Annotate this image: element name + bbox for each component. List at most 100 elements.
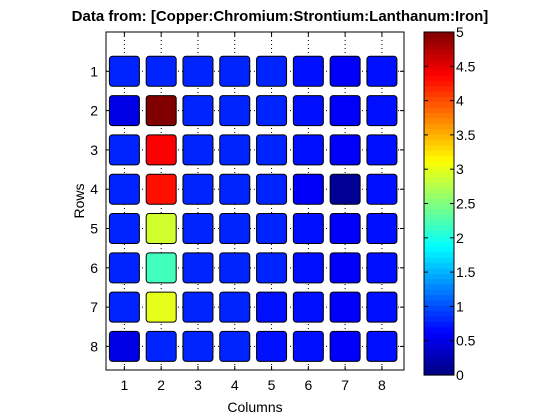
- colorbar-segment: [424, 37, 454, 44]
- colorbar-segment: [424, 241, 454, 247]
- heatmap-cell: [292, 95, 324, 127]
- heatmap-cell: [219, 291, 251, 323]
- colorbar-segment: [424, 160, 454, 167]
- colorbar-segment: [424, 262, 454, 269]
- heatmap-cell: [366, 55, 398, 87]
- y-axis-label: Rows: [71, 183, 87, 218]
- colorbar-tick-label: 2: [456, 230, 464, 246]
- y-tick-label: 7: [90, 299, 98, 315]
- x-tick-label: 1: [120, 377, 128, 393]
- colorbar-segment: [424, 246, 454, 253]
- heatmap-cell: [366, 291, 398, 323]
- heatmap-cell: [182, 95, 214, 127]
- colorbar-segment: [424, 310, 454, 317]
- heatmap-cell: [366, 134, 398, 166]
- colorbar-segment: [424, 214, 454, 221]
- colorbar-segment: [424, 80, 454, 87]
- heatmap-cell: [329, 55, 361, 87]
- heatmap-cell: [292, 173, 324, 205]
- colorbar-segment: [424, 224, 454, 231]
- colorbar-segment: [424, 112, 454, 119]
- heatmap-cell: [219, 330, 251, 362]
- heatmap-cell: [292, 213, 324, 245]
- x-tick-label: 5: [268, 377, 276, 393]
- colorbar-tick-label: 2.5: [456, 196, 476, 212]
- colorbar-segment: [424, 316, 454, 323]
- colorbar-segment: [424, 69, 454, 76]
- heatmap-cell: [366, 330, 398, 362]
- heatmap-cell: [219, 252, 251, 284]
- heatmap-cell: [108, 213, 140, 245]
- colorbar-segment: [424, 133, 454, 140]
- y-tick-label: 5: [90, 221, 98, 237]
- heatmap-cell: [145, 291, 177, 323]
- colorbar-segment: [424, 267, 454, 274]
- heatmap-cell: [292, 55, 324, 87]
- colorbar-segment: [424, 198, 454, 205]
- colorbar-segment: [424, 128, 454, 135]
- heatmap-cell: [256, 55, 288, 87]
- colorbar-tick-label: 1.5: [456, 264, 476, 280]
- colorbar-segment: [424, 192, 454, 199]
- colorbar-segment: [424, 273, 454, 280]
- heatmap-cell: [256, 291, 288, 323]
- heatmap-cell: [329, 95, 361, 127]
- heatmap-cell: [219, 95, 251, 127]
- colorbar-segment: [424, 348, 454, 355]
- heatmap-cell: [329, 134, 361, 166]
- colorbar-segment: [424, 326, 454, 333]
- heatmap-cell: [366, 173, 398, 205]
- colorbar-segment: [424, 278, 454, 285]
- colorbar-segment: [424, 171, 454, 178]
- colorbar-segment: [424, 342, 454, 349]
- colorbar-segment: [424, 58, 454, 65]
- x-axis-ticks: 1 2 3 4 5 6 7 8: [120, 32, 386, 393]
- colorbar-segment: [424, 123, 454, 130]
- heatmap-cell: [145, 95, 177, 127]
- colorbar-segment: [424, 96, 454, 103]
- colorbar-segment: [424, 165, 454, 172]
- chart-title: Data from: [Copper:Chromium:Strontium:La…: [72, 8, 489, 25]
- colorbar-ticks: 0 0.5 1 1.5 2 2.5 3 3.5 4 4.5 5: [424, 24, 476, 383]
- heatmap-cell: [219, 134, 251, 166]
- colorbar-tick-label: 4.5: [456, 58, 476, 74]
- colorbar-segment: [424, 230, 454, 237]
- colorbar-segment: [424, 48, 454, 55]
- heatmap-cell: [182, 134, 214, 166]
- heatmap-cell: [219, 173, 251, 205]
- heatmap-cell: [256, 330, 288, 362]
- colorbar-segment: [424, 90, 454, 97]
- y-tick-label: 8: [90, 338, 98, 354]
- heatmap-cell: [108, 95, 140, 127]
- heatmap-cell: [182, 213, 214, 245]
- colorbar-segment: [424, 353, 454, 360]
- heatmap-cell: [108, 173, 140, 205]
- colorbar-segment: [424, 332, 454, 339]
- colorbar-segment: [424, 257, 454, 264]
- colorbar-segment: [424, 364, 454, 371]
- y-tick-label: 3: [90, 142, 98, 158]
- heatmap-cell: [108, 330, 140, 362]
- heatmap-cell: [145, 173, 177, 205]
- x-tick-label: 6: [304, 377, 312, 393]
- heatmap-cell: [108, 134, 140, 166]
- heatmap-cell: [329, 252, 361, 284]
- y-axis-ticks: 1 2 3 4 5 6 7 8: [90, 63, 404, 354]
- heatmap-cell: [329, 213, 361, 245]
- x-tick-label: 4: [231, 377, 239, 393]
- colorbar-segment: [424, 235, 454, 242]
- colorbar-segment: [424, 358, 454, 365]
- heatmap-cell: [182, 55, 214, 87]
- heatmap-cell: [182, 252, 214, 284]
- heatmap-cell: [108, 291, 140, 323]
- heatmap-cell: [256, 134, 288, 166]
- colorbar-tick-label: 0.5: [456, 333, 476, 349]
- heatmap-cell: [292, 134, 324, 166]
- x-axis-label: Columns: [227, 399, 282, 415]
- colorbar-segment: [424, 144, 454, 151]
- colorbar-segment: [424, 299, 454, 306]
- heatmap-cell: [292, 330, 324, 362]
- heatmap-cell: [145, 134, 177, 166]
- colorbar-segment: [424, 64, 454, 71]
